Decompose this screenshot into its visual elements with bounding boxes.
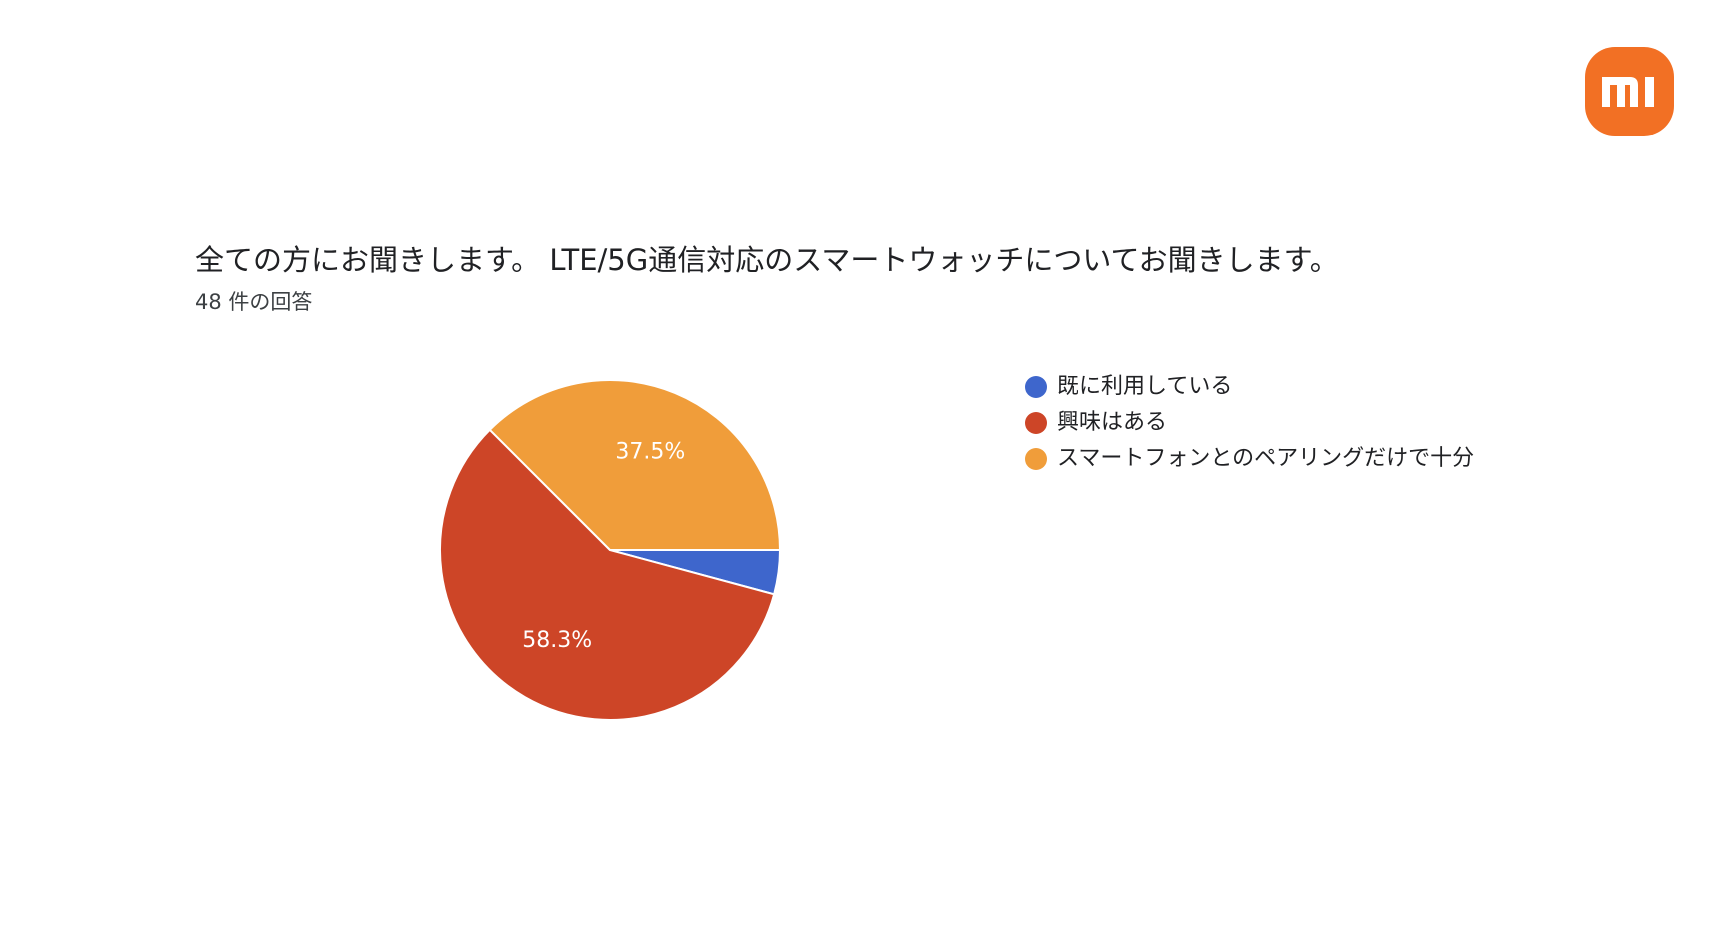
- response-count: 48 件の回答: [195, 290, 313, 314]
- legend-swatch-2: [1025, 448, 1047, 470]
- legend-item-0[interactable]: 既に利用している: [1025, 372, 1485, 402]
- pie-chart: 58.3% 37.5%: [439, 379, 782, 721]
- legend-item-2[interactable]: スマートフォンとのペアリングだけで十分: [1025, 444, 1485, 474]
- mi-logo-mark: [1602, 77, 1654, 107]
- legend-item-1[interactable]: 興味はある: [1025, 408, 1485, 438]
- pie-slice-1[interactable]: [439, 428, 776, 721]
- legend-swatch-1: [1025, 412, 1047, 434]
- legend-label-1: 興味はある: [1057, 410, 1168, 435]
- chart-legend: 既に利用している 興味はあるスマートフォンとのペアリングだけで十分: [1025, 372, 1485, 480]
- legend-swatch-0: [1025, 376, 1047, 398]
- legend-label-0: 既に利用している: [1057, 374, 1233, 399]
- mi-logo: [1585, 47, 1674, 136]
- pie-slice-2[interactable]: [488, 379, 782, 551]
- question-title: 全ての方にお聞きします。 LTE/5G通信対応のスマートウォッチについてお聞きし…: [195, 243, 1339, 277]
- legend-label-2: スマートフォンとのペアリングだけで十分: [1057, 446, 1475, 471]
- slice-label-2: 37.5%: [615, 440, 685, 465]
- slice-label-1: 58.3%: [522, 628, 592, 653]
